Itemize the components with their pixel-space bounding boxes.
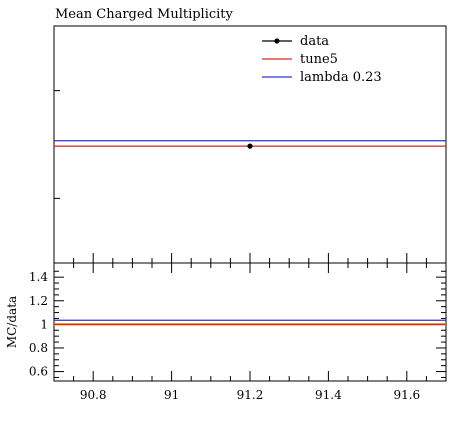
x-tick-label: 91.6 — [393, 388, 420, 402]
legend-marker — [274, 38, 280, 44]
ratio-plot-frame — [53, 262, 447, 382]
y-tick-label: 0.8 — [29, 341, 48, 355]
x-tick-label: 91.4 — [315, 388, 342, 402]
data-point — [247, 143, 253, 149]
x-tick-label: 91.2 — [237, 388, 264, 402]
y-tick-label: 0.6 — [29, 365, 48, 379]
legend-label: data — [300, 34, 329, 49]
legend-label: lambda 0.23 — [300, 70, 382, 85]
y-tick-label: 1 — [40, 317, 48, 331]
y-tick-label: 1.2 — [29, 294, 48, 308]
chart-title: Mean Charged Multiplicity — [55, 7, 234, 22]
main-plot-layer — [54, 90, 447, 263]
x-tick-label: 90.8 — [80, 388, 107, 402]
legend-label: tune5 — [300, 52, 338, 67]
y-tick-label: 1.4 — [29, 270, 48, 284]
ratio-y-axis-label: MC/data — [5, 296, 19, 348]
ratio-plot-layer: 90.8 91 91.2 91.4 91.6 0.6 0.8 1 1.2 1.4 — [29, 263, 447, 402]
x-tick-label: 91 — [164, 388, 179, 402]
legend: data tune5 lambda 0.23 — [262, 34, 382, 85]
